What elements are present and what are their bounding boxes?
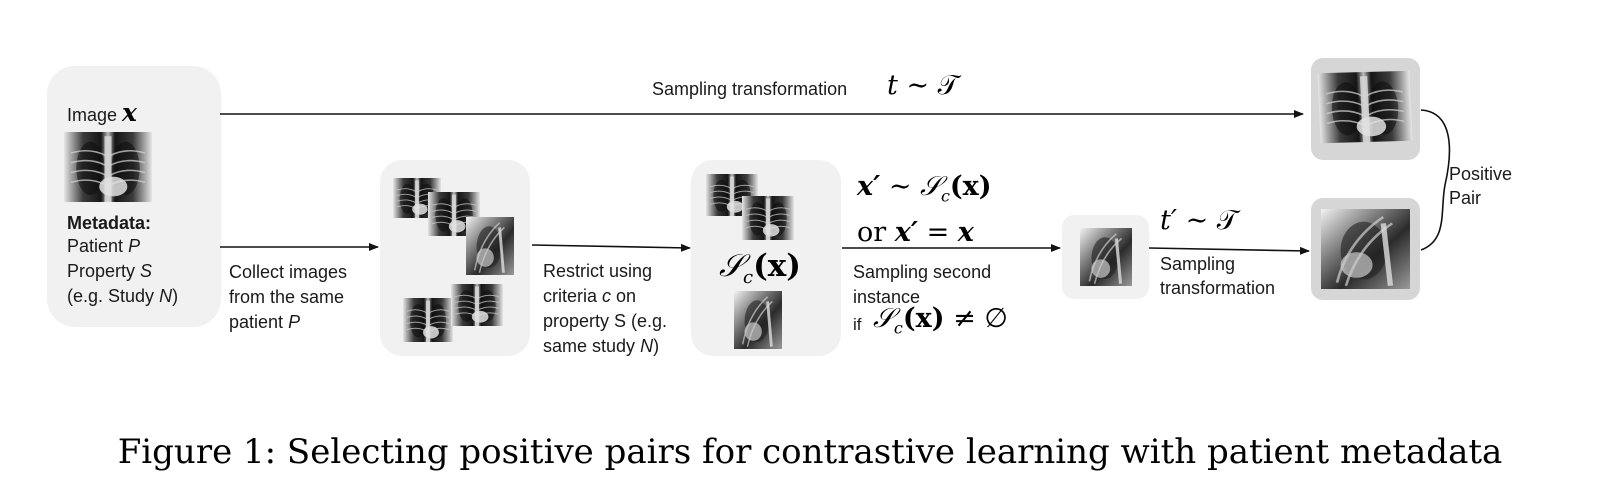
second-transform-arrow [1148, 246, 1310, 255]
study-prefix: (e.g. Study [67, 286, 155, 306]
property-symbol: S [140, 261, 153, 281]
subset-sub: c [743, 267, 754, 289]
cond-set: 𝒮 [873, 303, 894, 334]
eq1-sub: c [940, 186, 950, 206]
criteria-symbol: c [602, 286, 612, 306]
second-sample-label-2: instance [853, 287, 921, 307]
image-label-text: Image [67, 105, 118, 125]
eq1-lhs: x′ [857, 171, 881, 202]
restrict-study-symbol: N [640, 336, 654, 356]
patient-xray-3 [464, 215, 516, 277]
second-sample-eq1: x′ ∼ 𝒮c(x) [857, 171, 992, 205]
cond-arg: (x) [902, 303, 945, 334]
patient-line: Patient P [67, 234, 140, 259]
eq1-rel: ∼ [888, 171, 912, 202]
restrict-line-3: property S (e.g. [543, 311, 668, 331]
patient-xray-4 [402, 297, 454, 343]
eq2-rel: = [926, 217, 950, 248]
eq2-or: or [857, 217, 887, 248]
restrict-line-2-prefix: criteria [543, 286, 598, 306]
second-sample-condition: 𝒮c(x) ≠ ∅ [873, 303, 1008, 337]
top-transform-math: t ∼ 𝒯 [887, 70, 958, 102]
second-transform-math: t′ ∼ 𝒯 [1160, 205, 1237, 237]
eq1-set: 𝒮 [920, 171, 941, 202]
cond-sub: c [893, 318, 903, 338]
study-line: (e.g. Study N) [67, 284, 178, 309]
second-transform-label-2: transformation [1160, 278, 1276, 298]
subset-set: 𝒮 [719, 248, 743, 284]
eq2-rhs: x [957, 217, 974, 248]
eq1-arg: (x) [949, 171, 992, 202]
eq2-lhs: x′ [894, 217, 918, 248]
t-set: 𝒯 [937, 70, 959, 101]
second-sample-if: if [853, 315, 862, 334]
restrict-arrow [531, 243, 691, 252]
second-sample-label-1: Sampling second [853, 262, 992, 282]
t-prime-set: 𝒯 [1216, 205, 1238, 236]
subset-xray-2 [741, 195, 795, 241]
patient-symbol: P [128, 236, 141, 256]
t-var: t [887, 70, 898, 101]
second-instance-xray [1078, 226, 1134, 288]
subset-arg: (x) [753, 248, 801, 284]
image-symbol: x [122, 98, 137, 127]
image-label: Image x [67, 100, 137, 128]
figure-caption: Figure 1: Selecting positive pairs for c… [117, 432, 1503, 472]
collect-line-3-prefix: patient [229, 312, 284, 332]
restrict-line-2: criteria c on [543, 284, 636, 309]
metadata-title: Metadata: [67, 213, 152, 233]
collect-line-3: patient P [229, 310, 300, 335]
collect-patient-symbol: P [288, 312, 301, 332]
t-prime-rel: ∼ [1185, 205, 1209, 236]
positive-pair-label-2: Pair [1449, 188, 1482, 208]
cond-empty: ∅ [984, 303, 1008, 334]
t-prime-var: t′ [1160, 205, 1177, 236]
study-suffix: ) [172, 286, 179, 306]
restrict-line-4-prefix: same study [543, 336, 636, 356]
restrict-line-4-suffix: ) [653, 336, 660, 356]
input-xray-image [63, 131, 153, 203]
t-rel: ∼ [906, 70, 930, 101]
study-symbol: N [159, 286, 173, 306]
positive-pair-label-1: Positive [1449, 164, 1513, 184]
output-view-1-xray [1316, 69, 1414, 145]
second-transform-label-1: Sampling [1160, 254, 1236, 274]
cond-rel: ≠ [953, 303, 976, 334]
restrict-line-1: Restrict using [543, 261, 653, 281]
property-prefix: Property [67, 261, 136, 281]
patient-prefix: Patient [67, 236, 124, 256]
subset-math: 𝒮c(x) [719, 248, 801, 288]
property-line: Property S [67, 259, 152, 284]
restrict-line-2-suffix: on [616, 286, 637, 306]
collect-line-1: Collect images [229, 262, 348, 282]
subset-xray-3 [732, 289, 784, 351]
collect-line-2: from the same [229, 287, 345, 307]
second-sample-eq2: or x′ = x [857, 217, 974, 248]
patient-xray-5 [450, 283, 504, 327]
positive-pair-bracket [1420, 109, 1451, 251]
output-view-2-xray [1321, 209, 1410, 289]
top-transform-label: Sampling transformation [652, 79, 848, 99]
restrict-line-4: same study N) [543, 334, 659, 359]
